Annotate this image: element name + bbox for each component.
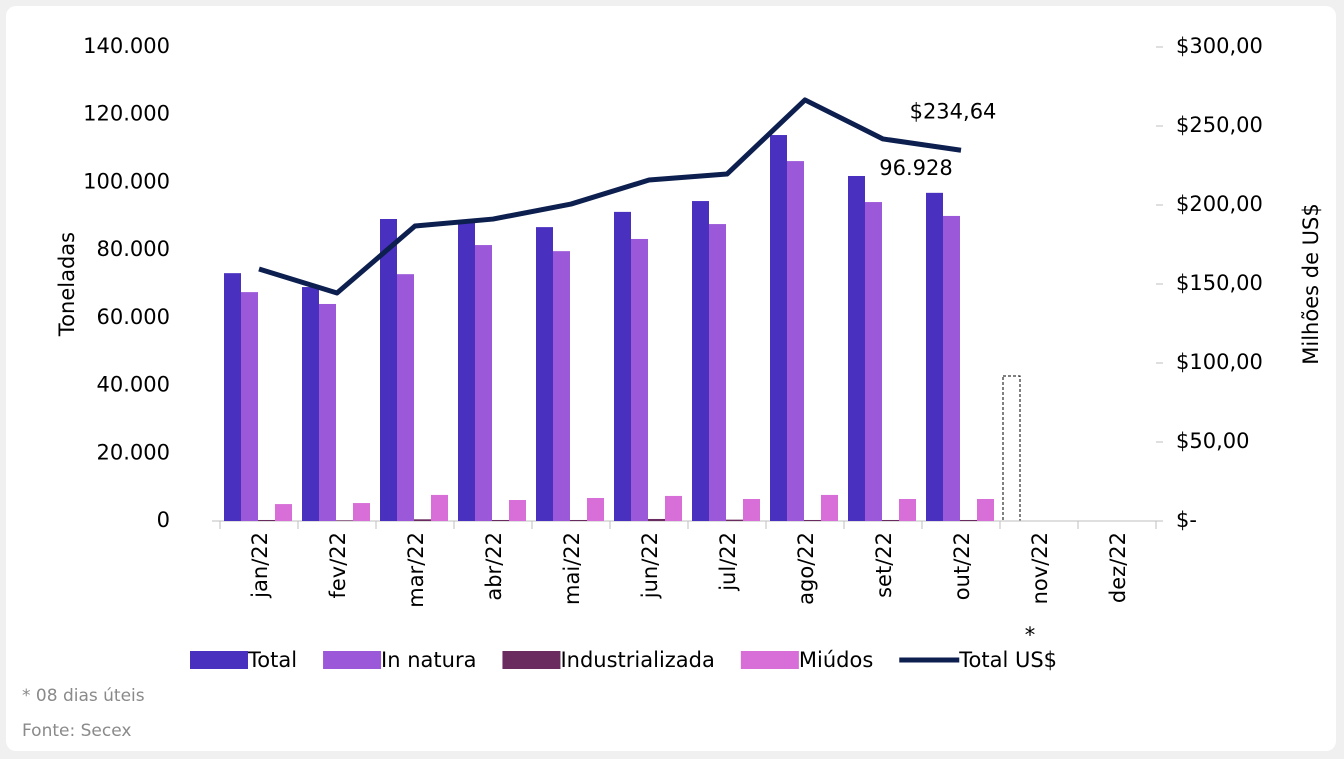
y-tick-label: 60.000 [97, 305, 170, 329]
data-label: $234,64 [910, 99, 997, 123]
bar [553, 251, 570, 521]
y-tick-label: 140.000 [83, 34, 170, 58]
bar [709, 224, 726, 521]
legend-swatch [740, 651, 799, 669]
bar [614, 211, 631, 522]
bar [804, 519, 821, 521]
x-tick-label: mai/22 [560, 532, 584, 605]
legend-label: Total [247, 648, 297, 672]
y2-tick-label: $50,00 [1176, 429, 1249, 453]
y-tick-label: 40.000 [97, 373, 170, 397]
bar [509, 500, 526, 521]
y2-tick-label: $150,00 [1176, 271, 1263, 295]
bar [899, 498, 916, 521]
x-tick-label: jul/22 [716, 532, 740, 592]
x-tick-label: abr/22 [482, 532, 506, 601]
x-tick-label: dez/22 [1106, 532, 1130, 603]
placeholder-box [1002, 375, 1021, 522]
legend-swatch [323, 651, 382, 669]
bar [743, 498, 760, 521]
legend-label: Industrializada [560, 648, 714, 672]
bar [302, 287, 319, 521]
bar [692, 201, 709, 522]
bar [536, 227, 553, 521]
bar [726, 519, 743, 521]
bar [943, 215, 960, 521]
footnote: * 08 dias úteis [22, 686, 145, 706]
bar [648, 518, 665, 521]
legend-label: Total US$ [958, 648, 1057, 672]
bar [977, 498, 994, 521]
line [258, 97, 962, 296]
x-tick-label: set/22 [872, 532, 896, 598]
bar [960, 519, 977, 521]
bar [475, 245, 492, 522]
y-tick-label: 80.000 [97, 237, 170, 261]
bar [431, 494, 448, 521]
bar [665, 495, 682, 521]
legend-swatch [502, 651, 561, 669]
legend-swatch [190, 651, 248, 669]
bar [336, 520, 353, 521]
bar [770, 135, 787, 521]
y-tick-label: 120.000 [83, 102, 170, 126]
y-tick-label: 0 [157, 508, 170, 532]
bar [224, 273, 241, 521]
bar [380, 218, 397, 521]
y2-tick-label: $300,00 [1176, 34, 1263, 58]
bar [414, 519, 431, 521]
bar [821, 494, 838, 521]
source: Fonte: Secex [22, 721, 131, 741]
x-tick-label: mar/22 [404, 532, 428, 608]
data-label: 96.928 [879, 156, 952, 180]
y-axis-title: Toneladas [55, 232, 79, 337]
bar [492, 519, 509, 521]
bar [926, 192, 943, 522]
x-tick-label: out/22 [950, 532, 974, 600]
bar [319, 303, 336, 521]
legend-label: In natura [381, 648, 476, 672]
annotation: * [1025, 623, 1036, 647]
bar [848, 175, 865, 521]
bar [241, 292, 258, 521]
bar [275, 504, 292, 521]
bar [570, 519, 587, 521]
bar [882, 519, 899, 521]
y2-tick-label: $- [1176, 508, 1197, 532]
x-tick-label: jun/22 [638, 532, 662, 599]
bar [397, 274, 414, 521]
bar [258, 519, 275, 521]
bar [865, 202, 882, 521]
y2-tick-label: $200,00 [1176, 192, 1263, 216]
y2-tick-label: $100,00 [1176, 350, 1263, 374]
bar [353, 503, 370, 521]
bar [587, 497, 604, 521]
y2-tick-label: $250,00 [1176, 113, 1263, 137]
bar [787, 161, 804, 521]
bar [458, 222, 475, 521]
x-tick-label: jan/22 [248, 532, 272, 599]
y-tick-label: 20.000 [97, 440, 170, 464]
legend-label: Miúdos [799, 648, 873, 672]
y2-axis-title: Milhões de US$ [1299, 203, 1323, 364]
x-tick-label: fev/22 [326, 532, 350, 599]
bar [631, 238, 648, 521]
x-tick-label: ago/22 [794, 532, 818, 605]
x-tick-label: nov/22 [1028, 532, 1052, 604]
y-tick-label: 100.000 [83, 169, 170, 193]
